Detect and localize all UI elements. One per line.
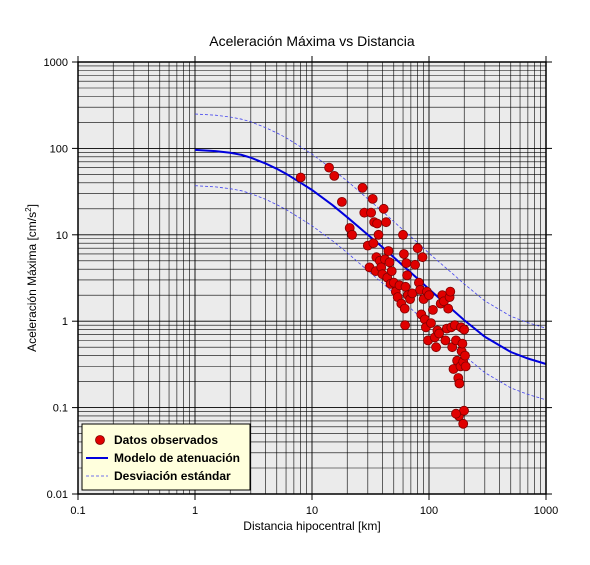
data-point	[324, 162, 335, 173]
y-tick-label: 0.01	[47, 489, 68, 501]
series-layer	[194, 113, 547, 401]
data-point	[378, 203, 389, 214]
y-axis-label-exponent: 2	[24, 207, 33, 212]
data-point	[431, 342, 442, 353]
data-point	[459, 324, 470, 335]
legend-box	[81, 423, 251, 491]
points-layer	[295, 162, 471, 429]
data-point	[434, 328, 445, 339]
x-axis-label: Distancia hipocentral [km]	[243, 519, 380, 533]
x-tick-label: 10	[306, 505, 318, 517]
data-point	[402, 270, 413, 281]
deviation-line	[194, 185, 547, 401]
data-point	[357, 182, 368, 193]
data-point	[445, 286, 456, 297]
legend-label-deviation: Desviación estándar	[114, 469, 231, 483]
data-point	[457, 338, 468, 349]
data-point	[398, 229, 408, 240]
data-point	[367, 193, 378, 204]
data-point	[460, 361, 471, 372]
data-point	[329, 170, 340, 181]
y-axis-label-main: Aceleración Máxima [cm/s	[25, 212, 39, 352]
model-line	[194, 148, 547, 365]
data-point	[400, 320, 411, 331]
y-axis-label-end: ]	[25, 204, 39, 207]
data-point	[400, 281, 411, 292]
data-point	[373, 229, 384, 240]
data-point	[384, 257, 395, 268]
legend: Datos observados Modelo de atenuación De…	[81, 423, 251, 491]
x-tick-label: 0.1	[70, 505, 85, 517]
y-axis-label: Aceleración Máxima [cm/s2]	[24, 204, 39, 352]
data-point	[454, 378, 465, 389]
data-point	[443, 303, 454, 314]
data-point	[410, 259, 421, 270]
y-tick-label: 1000	[44, 57, 68, 69]
data-point	[451, 408, 461, 419]
data-point	[383, 246, 394, 256]
data-point	[399, 303, 410, 314]
data-point	[295, 172, 306, 183]
data-point	[458, 418, 469, 429]
data-point	[386, 266, 397, 277]
grid	[77, 62, 546, 495]
data-point	[401, 258, 412, 269]
data-point	[368, 238, 379, 249]
data-point	[412, 243, 423, 254]
y-tick-label: 10	[56, 230, 68, 242]
x-tick-label: 100	[420, 505, 438, 517]
data-point	[347, 229, 358, 240]
chart-title: Aceleración Máxima vs Distancia	[209, 33, 415, 49]
y-tick-label: 100	[50, 143, 68, 155]
data-point	[381, 217, 392, 228]
data-point	[427, 304, 438, 315]
legend-label-model: Modelo de atenuación	[114, 451, 240, 465]
data-point	[460, 350, 470, 361]
data-point	[398, 249, 409, 259]
deviation-line	[194, 113, 547, 329]
data-point	[372, 218, 383, 229]
data-point	[426, 318, 436, 329]
x-tick-label: 1000	[534, 505, 558, 517]
data-point	[366, 207, 377, 218]
data-point	[417, 252, 428, 263]
x-tick-label: 1	[192, 505, 198, 517]
data-point	[336, 196, 347, 207]
legend-label-observed: Datos observados	[114, 433, 218, 447]
data-point	[440, 335, 451, 346]
legend-point-symbol	[95, 435, 105, 445]
y-tick-label: 1	[62, 316, 68, 328]
data-point	[424, 290, 434, 301]
y-tick-label: 0.1	[53, 403, 68, 415]
